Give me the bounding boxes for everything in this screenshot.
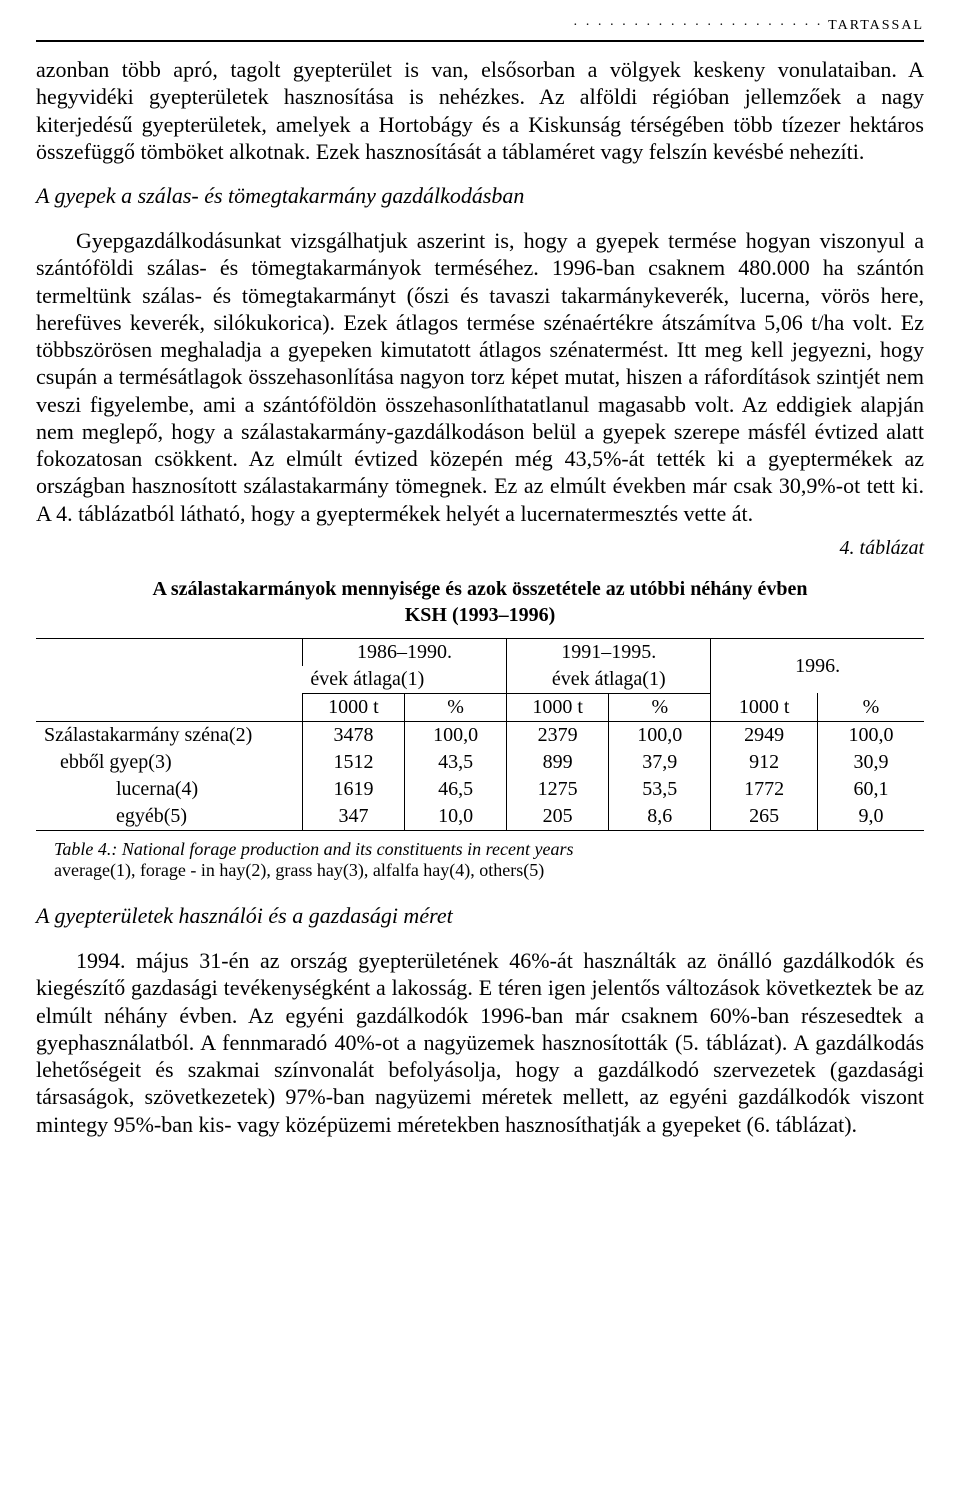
cell: 2379 [507,721,609,749]
section-title-2: A gyepterületek használói és a gazdasági… [36,903,924,929]
cell: 1512 [302,749,404,776]
table-row: egyéb(5) 347 10,0 205 8,6 265 9,0 [36,803,924,831]
period-b-line2: évek átlaga(1) [552,668,666,690]
paragraph-3: 1994. május 31-én az ország gyepterületé… [36,947,924,1138]
table-row: Szálastakarmány széna(2) 3478 100,0 2379… [36,721,924,749]
row-name: lucerna(4) [36,776,302,803]
subhead-1000t: 1000 t [507,693,609,721]
row-name: ebből gyep(3) [36,749,302,776]
table-row: lucerna(4) 1619 46,5 1275 53,5 1772 60,1 [36,776,924,803]
cell: 8,6 [609,803,711,831]
cell: 1275 [507,776,609,803]
table4-title-line1: A szálastakarmányok mennyisége és azok ö… [153,578,808,600]
cell: 30,9 [817,749,924,776]
cell: 100,0 [609,721,711,749]
table4-title-line2: KSH (1993–1996) [405,604,556,626]
cell: 37,9 [609,749,711,776]
subhead-pct: % [817,693,924,721]
caption-line2: average(1), forage - in hay(2), grass ha… [54,860,544,880]
paragraph-2: Gyepgazdálkodásunkat vizsgálhatjuk aszer… [36,227,924,527]
cell: 2949 [711,721,818,749]
cell: 10,0 [405,803,507,831]
table4-title: A szálastakarmányok mennyisége és azok ö… [36,576,924,628]
cell: 100,0 [405,721,507,749]
cell: 205 [507,803,609,831]
section-title-1: A gyepek a szálas- és tömegtakarmány gaz… [36,183,924,209]
cell: 347 [302,803,404,831]
cell: 912 [711,749,818,776]
cell: 9,0 [817,803,924,831]
table4-label: 4. táblázat [36,537,924,560]
subhead-1000t: 1000 t [302,693,404,721]
paragraph-1: azonban több apró, tagolt gyepterület is… [36,56,924,165]
subhead-pct: % [609,693,711,721]
period-a-line1: 1986–1990. [357,641,452,663]
table4-caption: Table 4.: National forage production and… [54,839,924,881]
period-b-line1: 1991–1995. [561,641,656,663]
cell: 46,5 [405,776,507,803]
period-c-line1: 1996. [795,655,840,677]
cell: 1772 [711,776,818,803]
cell: 265 [711,803,818,831]
page-header-corner: · · · · · · · · · · · · · · · · · · · · … [36,18,924,34]
table-row: ebből gyep(3) 1512 43,5 899 37,9 912 30,… [36,749,924,776]
table-row: 1000 t % 1000 t % 1000 t % [36,693,924,721]
row-name: egyéb(5) [36,803,302,831]
cell: 100,0 [817,721,924,749]
top-rule [36,40,924,42]
cell: 60,1 [817,776,924,803]
table4: 1986–1990. 1991–1995. 1996. évek átlaga(… [36,638,924,831]
cell: 3478 [302,721,404,749]
subhead-1000t: 1000 t [711,693,818,721]
table-row: 1986–1990. 1991–1995. 1996. [36,638,924,666]
cell: 1619 [302,776,404,803]
period-a-line2: évek átlaga(1) [310,668,424,690]
row-name: Szálastakarmány széna(2) [36,721,302,749]
subhead-pct: % [405,693,507,721]
caption-line1: Table 4.: National forage production and… [54,839,573,859]
cell: 43,5 [405,749,507,776]
page: · · · · · · · · · · · · · · · · · · · · … [0,0,960,1493]
cell: 899 [507,749,609,776]
cell: 53,5 [609,776,711,803]
